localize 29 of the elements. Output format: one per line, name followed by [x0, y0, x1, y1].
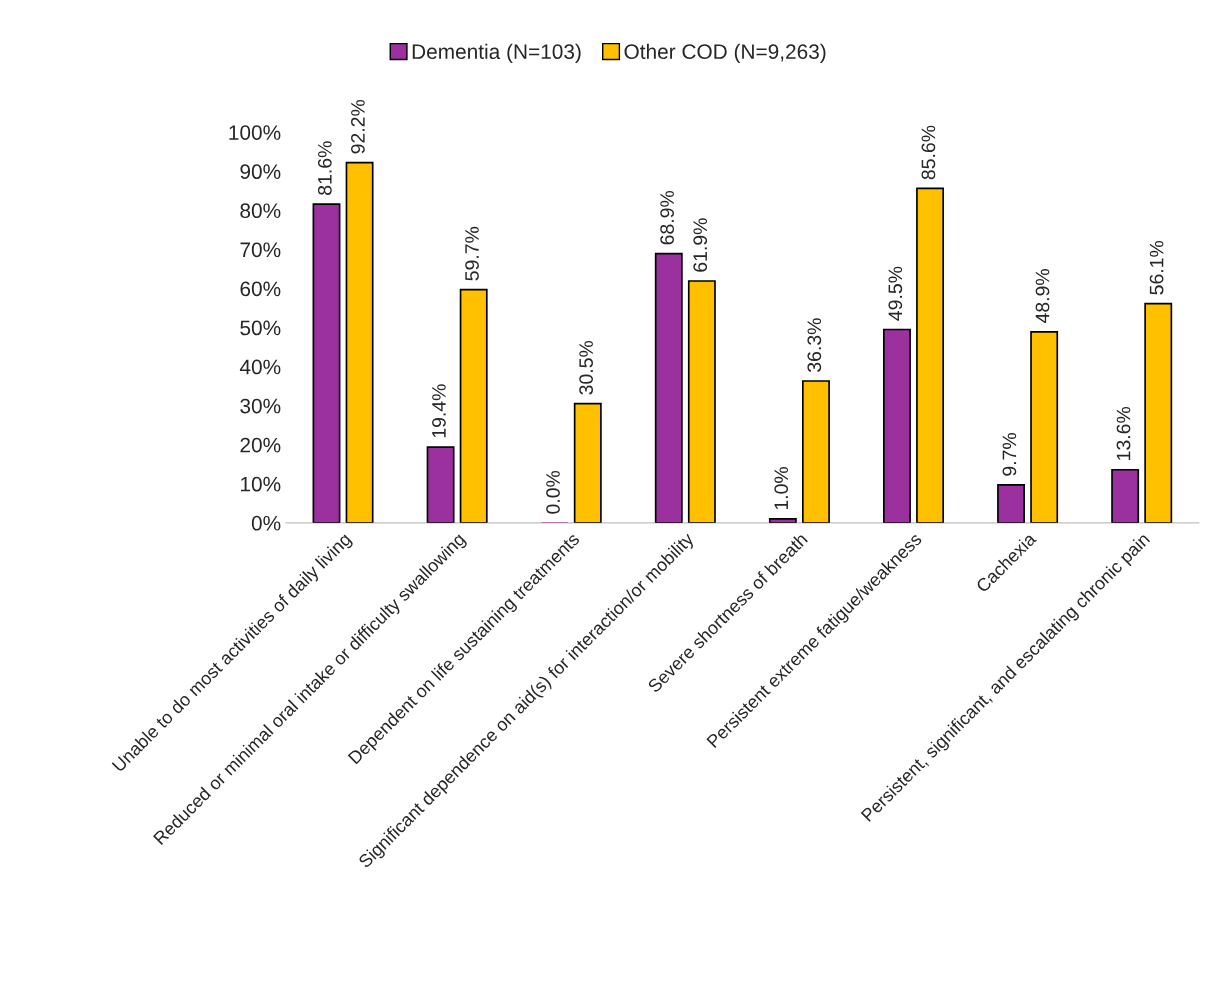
y-tick-label: 10%	[241, 476, 281, 492]
data-label: 9.7%	[1002, 432, 1017, 476]
data-label: 0.0%	[546, 470, 560, 514]
data-label: 1.0%	[774, 466, 789, 510]
data-label: 61.9%	[693, 218, 708, 272]
legend-label: Dementia (N=103)	[412, 43, 581, 64]
y-tick-label: 70%	[240, 242, 281, 258]
data-label: 68.9%	[660, 190, 674, 245]
data-label: 36.3%	[807, 318, 822, 372]
y-tick-label: 30%	[240, 398, 281, 414]
data-label: 48.9%	[1035, 269, 1050, 324]
data-label: 81.6%	[317, 141, 332, 195]
legend-label: Other COD (N=9,263)	[624, 43, 826, 64]
data-label: 56.1%	[1149, 240, 1164, 295]
y-tick-label: 60%	[240, 281, 281, 297]
y-tick-label: 50%	[240, 320, 281, 336]
y-tick-label: 80%	[240, 203, 281, 219]
y-tick-label: 100%	[229, 125, 281, 140]
data-label: 85.6%	[921, 125, 936, 180]
data-label: 13.6%	[1116, 406, 1131, 460]
data-label: 59.7%	[465, 226, 479, 281]
data-label: 92.2%	[351, 99, 365, 154]
y-tick-label: 20%	[240, 437, 281, 453]
y-tick-label: 0%	[251, 515, 281, 531]
data-label: 30.5%	[579, 340, 593, 395]
y-tick-label: 90%	[240, 164, 281, 180]
data-label: 19.4%	[432, 384, 446, 438]
data-label: 49.5%	[888, 266, 903, 321]
y-tick-label: 40%	[239, 359, 281, 375]
